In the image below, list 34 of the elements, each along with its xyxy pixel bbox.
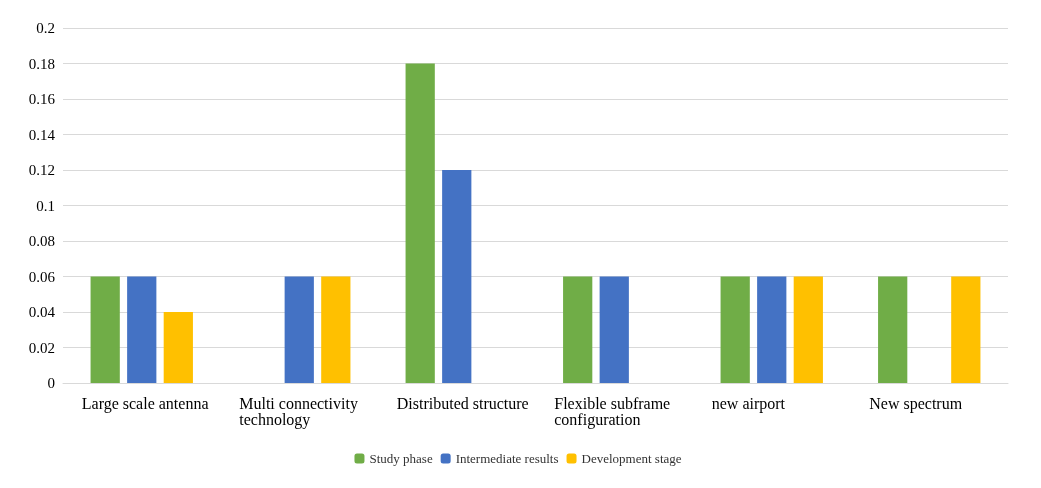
bar [720, 276, 750, 383]
bar [757, 276, 787, 383]
bar [951, 276, 981, 383]
bar [599, 276, 629, 383]
y-tick-label: 0.12 [28, 162, 55, 178]
x-tick-label: Multi connectivity technology [239, 394, 362, 429]
bar [563, 276, 593, 383]
bar [878, 276, 908, 383]
bar [442, 170, 472, 383]
x-tick-label: new airport [711, 394, 786, 413]
y-tick-label: 0 [47, 375, 55, 391]
bar [284, 276, 314, 383]
x-tick-label: Large scale antenna [81, 394, 209, 413]
bar [163, 312, 193, 383]
legend-label: Development stage [581, 451, 682, 466]
legend-label: Study phase [369, 451, 433, 466]
bar [793, 276, 823, 383]
legend-label: Intermediate results [455, 451, 559, 466]
y-tick-label: 0.2 [36, 20, 55, 36]
bar [127, 276, 157, 383]
y-tick-label: 0.1 [36, 197, 55, 214]
x-tick-label: Distributed structure [396, 394, 529, 412]
x-tick-label: New spectrum [869, 394, 963, 413]
y-tick-label: 0.06 [28, 268, 56, 285]
y-tick-label: 0.02 [28, 339, 55, 356]
y-tick-label: 0.14 [28, 126, 56, 143]
y-tick-label: 0.04 [28, 304, 56, 320]
bar [321, 276, 351, 383]
bar [90, 276, 120, 383]
y-tick-label: 0.16 [28, 91, 56, 107]
y-tick-label: 0.08 [28, 233, 55, 249]
bar [405, 63, 435, 383]
x-tick-label: Flexible subframe configuration [554, 394, 675, 429]
y-tick-label: 0.18 [28, 55, 55, 72]
